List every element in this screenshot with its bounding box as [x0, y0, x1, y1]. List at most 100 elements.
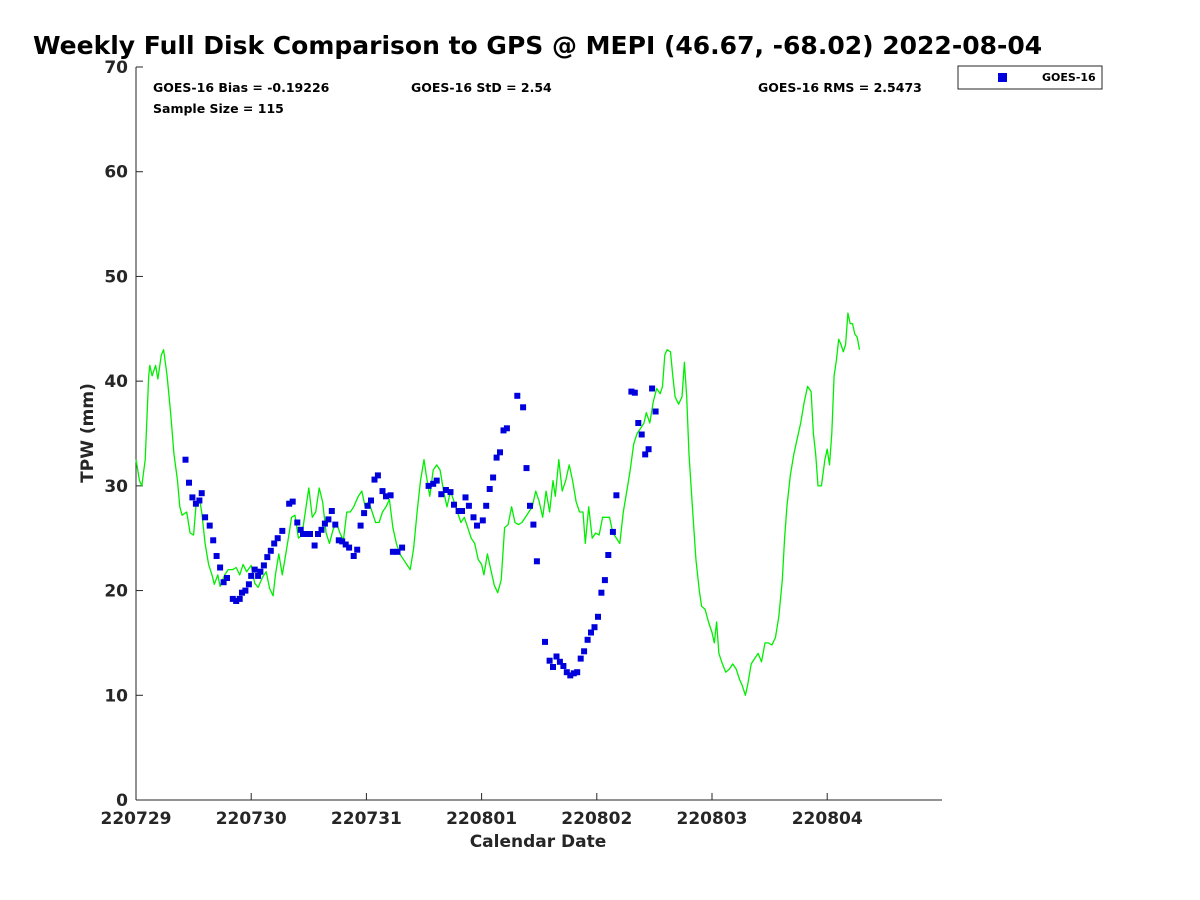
goes16-point	[486, 486, 493, 492]
x-axis-label: Calendar Date	[470, 832, 607, 852]
x-ticks: 220729 220730 220731 220801 220802 220803 2208…	[101, 793, 863, 829]
goes16-point	[645, 446, 652, 453]
legend: GOES-16	[957, 65, 1103, 90]
goes16-point	[182, 456, 189, 463]
y-tick-label: 50	[104, 267, 128, 287]
gps-line	[135, 312, 861, 696]
y-axis-label: TPW (mm)	[78, 383, 98, 483]
goes16-point	[236, 595, 243, 602]
goes16-point	[248, 572, 255, 579]
goes16-point	[523, 465, 530, 472]
goes16-point	[321, 520, 328, 527]
goes16-point	[233, 598, 240, 604]
x-tick-label: 220801	[446, 809, 517, 829]
goes16-point	[631, 389, 638, 396]
goes16-point	[527, 502, 533, 509]
goes16-point	[451, 501, 457, 508]
goes16-point	[189, 494, 196, 501]
goes16-point	[595, 613, 601, 620]
goes16-point	[364, 502, 371, 509]
goes16-point	[371, 476, 378, 483]
goes16-point	[300, 531, 306, 537]
goes16-point	[294, 519, 301, 526]
plot-area	[135, 67, 942, 801]
goes16-point	[635, 420, 642, 426]
goes16-point	[257, 568, 264, 575]
goes16-point	[220, 579, 227, 586]
goes16-point	[245, 581, 252, 588]
goes16-point	[601, 577, 608, 584]
y-tick-label: 60	[104, 163, 128, 183]
y-tick-label: 0	[116, 791, 128, 811]
goes16-point	[581, 648, 588, 655]
goes16-point	[425, 482, 432, 489]
goes16-point	[357, 522, 364, 529]
goes16-point	[399, 544, 406, 551]
y-ticks: 0 10 20 30 40 50 60 70	[104, 58, 143, 811]
goes16-point	[335, 537, 342, 544]
goes16-point	[239, 589, 245, 596]
goes16-point	[514, 392, 521, 399]
x-tick-label: 220730	[216, 809, 287, 829]
goes16-point	[465, 502, 472, 509]
stat-std: GOES-16 StD = 2.54	[411, 80, 552, 95]
goes16-point	[459, 508, 465, 514]
y-tick-label: 10	[104, 686, 128, 706]
goes16-point	[315, 531, 321, 537]
goes16-point	[274, 535, 281, 542]
goes16-point	[289, 498, 296, 505]
goes16-point	[479, 517, 486, 524]
goes16-point	[286, 500, 293, 507]
goes16-point	[649, 385, 656, 392]
goes16-point	[605, 552, 612, 558]
goes16-point	[497, 449, 503, 456]
y-tick-label: 20	[104, 582, 128, 602]
goes16-point	[560, 663, 567, 669]
x-tick-label: 220731	[331, 809, 402, 829]
goes16-point	[267, 547, 274, 554]
x-tick-label: 220804	[792, 809, 863, 829]
goes16-point	[438, 491, 445, 498]
goes16-point	[490, 474, 497, 481]
goes16-point	[196, 497, 203, 504]
goes16-point	[584, 636, 591, 643]
goes16-point	[563, 669, 570, 676]
x-tick-label: 220729	[101, 809, 172, 829]
goes16-point	[311, 542, 318, 549]
goes16-point	[379, 488, 386, 495]
goes16-point	[556, 658, 563, 665]
goes16-point	[325, 516, 332, 523]
goes16-point	[442, 487, 449, 493]
x-tick-label: 220803	[677, 809, 748, 829]
goes16-point	[361, 510, 368, 517]
goes16-point	[574, 669, 581, 676]
goes16-point	[462, 494, 469, 501]
goes16-point	[642, 451, 649, 458]
goes16-point	[430, 480, 437, 487]
goes16-point	[613, 492, 620, 499]
goes16-point	[210, 537, 217, 544]
goes16-point	[264, 554, 271, 561]
goes16-point	[387, 492, 394, 499]
goes16-point	[339, 538, 346, 545]
goes16-point	[346, 544, 353, 551]
stat-bias: GOES-16 Bias = -0.19226	[153, 80, 330, 95]
goes16-point	[389, 548, 396, 555]
goes16-point	[542, 638, 548, 645]
goes16-point	[570, 670, 577, 677]
goes16-point	[652, 408, 659, 415]
goes16-point	[577, 655, 584, 662]
legend-box	[957, 65, 1103, 90]
x-tick-label: 220802	[561, 809, 632, 829]
goes16-point	[474, 522, 480, 529]
goes16-point	[609, 528, 616, 535]
goes16-point	[279, 527, 286, 534]
goes16-point	[483, 502, 490, 509]
goes16-point	[229, 595, 236, 602]
goes16-point	[447, 489, 454, 496]
legend-marker-goes16	[998, 73, 1007, 82]
goes16-point	[224, 575, 230, 581]
goes16-point	[530, 521, 537, 528]
goes16-point	[533, 558, 540, 565]
